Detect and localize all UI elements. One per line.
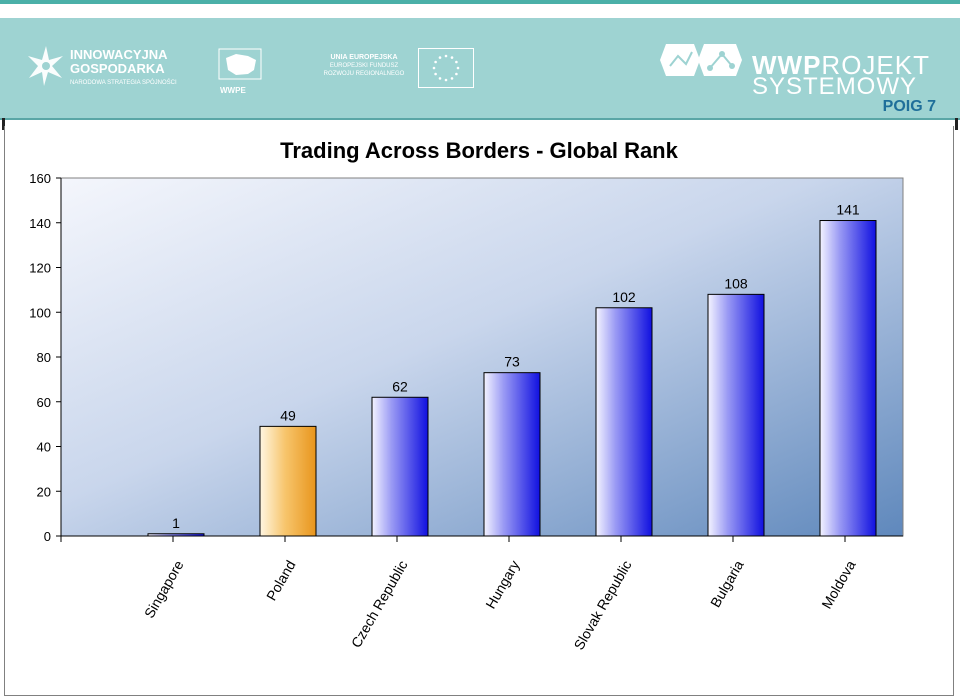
y-axis: 0 20 40 60 80 100 120 140 160 <box>29 171 62 544</box>
y-tick-label: 60 <box>37 395 51 410</box>
logo-wwp-rest: ROJEKT <box>821 50 930 80</box>
logo-ig-title: INNOWACYJNA GOSPODARKA <box>70 48 168 76</box>
y-tick-label: 0 <box>44 529 51 544</box>
poland-map-icon <box>218 48 262 80</box>
logo-ue-line1: UNIA EUROPEJSKA <box>330 54 398 61</box>
logo-ig-line2: GOSPODARKA <box>70 61 165 76</box>
y-tick-label: 160 <box>29 171 51 186</box>
logo-wwpe-label: WWPE <box>220 86 246 95</box>
y-tick-label: 140 <box>29 216 51 231</box>
x-category-label: Moldova <box>818 557 858 611</box>
frame-corner-right <box>955 118 958 130</box>
plot-area <box>60 177 904 537</box>
header-banner: INNOWACYJNA GOSPODARKA NARODOWA STRATEGI… <box>0 18 960 120</box>
y-tick-label: 80 <box>37 350 51 365</box>
x-category-label: Czech Republic <box>348 558 411 651</box>
bars <box>147 220 877 537</box>
bar-value-label: 49 <box>280 407 296 423</box>
y-tick-label: 120 <box>29 261 51 276</box>
chart-title: Trading Across Borders - Global Rank <box>280 138 678 163</box>
y-tick-label: 40 <box>37 440 51 455</box>
top-accent-line <box>0 0 960 4</box>
x-category-label: Slovak Republic <box>571 558 635 653</box>
x-axis: Singapore Poland Czech Republic Hungary Slov… <box>60 535 903 653</box>
bar-chart: Trading Across Borders - Global Rank 0 20… <box>29 138 904 653</box>
x-category-label: Singapore <box>141 557 187 620</box>
y-tick-label: 20 <box>37 484 51 499</box>
eu-flag-icon <box>418 48 474 88</box>
bar-value-label: 73 <box>504 354 520 370</box>
logo-ig-line3: NARODOWA STRATEGIA SPÓJNOŚCI <box>70 80 177 86</box>
bar-value-label: 1 <box>172 515 180 531</box>
logo-ue-text: UNIA EUROPEJSKA EUROPEJSKI FUNDUSZ ROZWO… <box>314 54 414 78</box>
bar-poland <box>259 425 317 537</box>
bar-hungary <box>483 372 541 537</box>
logo-wwp-bold: WWP <box>752 50 822 80</box>
wwp-hexagon-icon <box>660 44 742 76</box>
x-category-label: Poland <box>263 558 299 604</box>
chart-frame: Trading Across Borders - Global Rank 0 20… <box>4 126 954 696</box>
logo-wwp-line1: WWPROJEKT <box>752 52 930 78</box>
logo-ig-line1: INNOWACYJNA <box>70 47 168 62</box>
logo-innowacyjna-gospodarka: INNOWACYJNA GOSPODARKA NARODOWA STRATEGI… <box>26 44 196 92</box>
x-category-label: Bulgaria <box>707 557 747 610</box>
x-category-label: Hungary <box>482 558 522 612</box>
bar-value-label: 108 <box>724 275 748 291</box>
logo-ue-line2: EUROPEJSKI FUNDUSZ <box>329 63 399 69</box>
logo-wwpe: WWPE <box>218 48 266 96</box>
bar-moldova <box>819 220 877 537</box>
logo-ue-line3: ROZWOJU REGIONALNEGO <box>323 71 405 77</box>
bar-value-label: 102 <box>612 289 636 305</box>
bar-singapore <box>147 533 205 537</box>
logo-unia-europejska: UNIA EUROPEJSKA EUROPEJSKI FUNDUSZ ROZWO… <box>314 48 484 92</box>
bar-value-label: 141 <box>836 202 860 218</box>
bar-slovak-republic <box>595 307 653 537</box>
y-tick-label: 100 <box>29 305 51 320</box>
star-burst-icon <box>28 46 63 86</box>
logo-wwp-projekt-systemowy: WWPROJEKT SYSTEMOWY POIG 7 <box>660 40 950 120</box>
frame-corner-left <box>2 118 5 130</box>
data-labels: 1 49 62 73 102 108 141 <box>172 202 860 531</box>
bar-bulgaria <box>707 293 765 537</box>
bar-czech-republic <box>371 396 429 537</box>
bar-value-label: 62 <box>392 378 408 394</box>
logo-wwp-line2: SYSTEMOWY <box>752 73 918 100</box>
logo-wwp-poig: POIG 7 <box>882 98 936 115</box>
